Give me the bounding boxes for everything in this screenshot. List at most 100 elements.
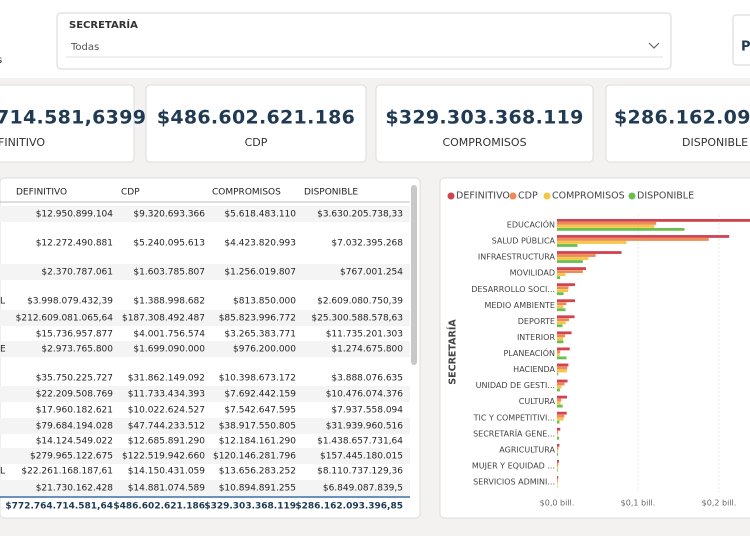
bar [557, 270, 583, 273]
bar [557, 395, 567, 399]
bar [557, 468, 558, 472]
table-cell: $12.685.891.290 [128, 437, 206, 447]
table-cell: $79.684.194.028 [36, 422, 114, 432]
kpi-card [0, 84, 135, 163]
row-label: L [0, 467, 5, 477]
filter-label: SECRETARÍA [69, 18, 138, 31]
bar [557, 340, 564, 344]
bar [557, 462, 559, 466]
bar [557, 379, 568, 383]
table-cell: $3.265.383.771 [224, 330, 296, 340]
bar [557, 324, 563, 328]
bar [557, 436, 560, 440]
table-cell: $25.300.588.578,63 [311, 314, 403, 324]
bar [557, 292, 564, 296]
bar [557, 222, 657, 225]
bar [557, 276, 561, 279]
bar [557, 427, 561, 431]
kpi-value: 714.581,6399 [0, 107, 146, 129]
row-band [0, 310, 410, 326]
bar [557, 299, 575, 303]
table-cell: $187.308.492.487 [122, 314, 205, 324]
table-cell: $212.609.081.065,64 [16, 314, 114, 324]
bar [557, 228, 685, 231]
table-cell: $15.736.957.877 [36, 330, 113, 340]
bar [557, 219, 750, 222]
kpi-card [605, 84, 750, 163]
table-cell: $7.937.558.094 [331, 406, 403, 416]
table-cell: $3.998.079.432,39 [27, 297, 113, 307]
bar [557, 305, 564, 309]
bar [557, 482, 558, 485]
chart-panel [439, 177, 750, 519]
table-cell: $47.744.233.512 [128, 422, 205, 432]
filter-slicer[interactable] [56, 12, 672, 70]
table-cell: $10.398.673.172 [219, 374, 296, 384]
kpi-card [375, 84, 594, 163]
dropdown-chevron[interactable] [648, 42, 660, 49]
bar [557, 254, 596, 257]
table-cell: $10.476.074.376 [326, 390, 404, 400]
bar [557, 257, 589, 260]
row-band [0, 341, 410, 357]
table-cell: $7.032.395.268 [331, 239, 403, 249]
table-cell: $13.656.283.252 [219, 467, 296, 477]
bar [557, 267, 586, 270]
table-cell: $1.274.675.800 [331, 345, 403, 355]
table-cell: $38.917.550.805 [219, 422, 296, 432]
row-label: L [0, 297, 5, 307]
button[interactable] [732, 14, 750, 66]
bar [557, 334, 566, 338]
bar [557, 465, 559, 469]
bar [557, 315, 575, 319]
kpi-label: COMPROMISOS [442, 136, 526, 149]
table-cell: $22.209.508.769 [36, 390, 114, 400]
bar [557, 443, 560, 447]
row-band [0, 480, 410, 496]
bar [557, 251, 622, 254]
bar [557, 286, 569, 290]
bar [557, 244, 578, 247]
scrollbar[interactable] [411, 185, 417, 365]
filter-value[interactable]: Todas [70, 42, 99, 53]
bar [557, 388, 560, 392]
bar [557, 235, 730, 238]
bar [557, 356, 567, 360]
category-label: MEDIO AMBIENTE [484, 301, 555, 310]
table-cell: $1.438.657.731,64 [317, 437, 403, 447]
table-cell: $12.184.161.290 [219, 437, 297, 447]
category-label: DEPORTE [518, 317, 555, 326]
bar [557, 321, 566, 325]
table-cell: $10.022.624.527 [128, 406, 205, 416]
table-cell: $976.200.000 [233, 345, 296, 355]
category-label: PLANEACIÓN [503, 347, 555, 358]
legend-label: CDP [518, 191, 538, 202]
table-cell: $31.862.149.092 [128, 374, 205, 384]
bar [557, 283, 576, 287]
column-header: COMPROMISOS [212, 188, 281, 198]
total-cell: $286.162.093.396,85 [295, 502, 403, 512]
table-cell: $5.618.483.110 [224, 210, 296, 220]
legend-dot [509, 192, 517, 200]
table-cell: $10.894.891.255 [219, 484, 296, 494]
bar [557, 417, 564, 421]
table-cell: $14.881.074.589 [128, 484, 206, 494]
table-cell: $8.110.737.129,36 [317, 467, 403, 477]
button-label[interactable]: P [741, 40, 750, 55]
bar [557, 289, 569, 293]
bar [557, 433, 558, 437]
table-cell: $11.735.201.303 [326, 330, 403, 340]
row-band [0, 206, 410, 222]
table-cell: $122.519.942.660 [122, 452, 205, 462]
kpi-value: $486.602.621.186 [157, 107, 355, 129]
column-header: DISPONIBLE [304, 188, 358, 198]
legend-dot [447, 192, 455, 200]
x-tick-label: $0,1 bill. [621, 499, 656, 508]
table-cell: $14.150.431.059 [128, 467, 206, 477]
bar [557, 308, 566, 312]
category-label: SERVICIOS ADMINI... [473, 478, 555, 487]
bar [557, 350, 561, 354]
bar [557, 353, 560, 357]
category-label: AGRICULTURA [499, 445, 555, 454]
